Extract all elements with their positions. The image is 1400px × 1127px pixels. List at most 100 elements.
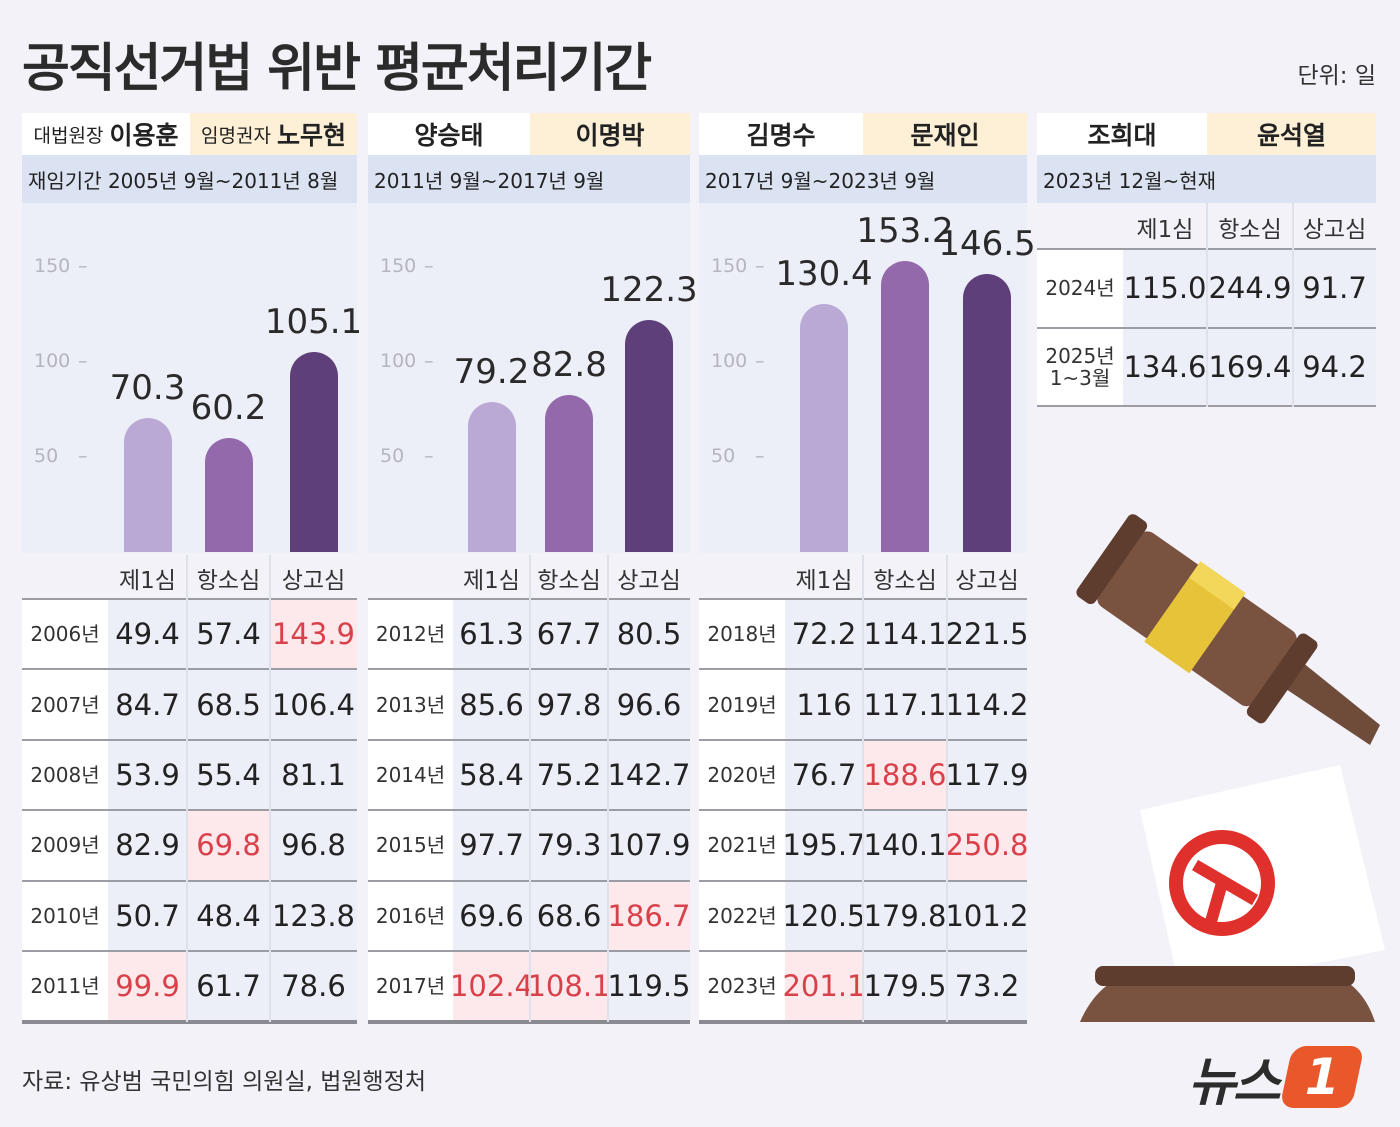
column-separator [1292, 203, 1294, 407]
data-cell: 67.7 [530, 600, 608, 669]
table-bottom-line [22, 1020, 357, 1025]
row-divider [22, 950, 357, 952]
data-cell: 53.9 [108, 740, 187, 810]
bar-value-label: 130.4 [775, 254, 873, 295]
data-cell: 143.9 [270, 600, 357, 669]
data-cell: 79.3 [530, 811, 608, 880]
bar-value-label: 146.5 [938, 223, 1036, 264]
row-year: 2024년 [1037, 250, 1123, 327]
row-year: 2011년 [22, 952, 108, 1021]
appointer-title: 임명권자 [201, 124, 271, 147]
justice-cell: 양승태 [368, 113, 530, 155]
column-separator [607, 555, 609, 1023]
column-header: 상고심 [1302, 216, 1367, 243]
page-title: 공직선거법 위반 평균처리기간 [22, 39, 652, 99]
data-cell: 84.7 [108, 670, 187, 739]
row-year: 2020년 [699, 740, 785, 810]
data-cell: 69.8 [187, 811, 270, 880]
table-bottom-line [368, 1020, 690, 1025]
bar-항소심 [204, 437, 253, 552]
data-cell: 123.8 [270, 881, 357, 950]
data-cell: 73.2 [947, 952, 1027, 1021]
data-cell: 117.9 [945, 740, 1029, 810]
data-cell: 142.7 [607, 740, 691, 810]
justice-title: 대법원장 [33, 124, 104, 147]
column-header: 상고심 [955, 567, 1019, 594]
justice-name: 김명수 [746, 121, 816, 150]
data-cell: 96.8 [270, 811, 357, 880]
appointer-name: 노무현 [276, 121, 346, 150]
y-tick-mark: – [755, 350, 765, 372]
y-tick-mark: – [78, 350, 88, 372]
bar-value-label: 122.3 [600, 269, 698, 310]
table-bottom-line [699, 1020, 1027, 1025]
data-cell: 49.4 [108, 600, 187, 669]
bar-value-label: 60.2 [190, 387, 267, 428]
row-year: 2025년 1~3월 [1037, 328, 1123, 405]
justice-name: 조희대 [1087, 121, 1157, 150]
row-year: 2022년 [699, 881, 785, 950]
y-tick-mark: – [755, 445, 765, 467]
bar-상고심 [625, 319, 673, 552]
y-tick-mark: – [755, 255, 765, 277]
data-cell: 68.6 [530, 881, 608, 950]
row-divider [22, 668, 357, 671]
row-year: 2021년 [699, 811, 785, 880]
bar-항소심 [545, 394, 593, 552]
data-cell: 244.9 [1207, 250, 1293, 327]
y-tick-mark: – [424, 350, 434, 372]
data-cell: 134.6 [1123, 328, 1207, 405]
bar-value-label: 105.1 [264, 302, 363, 343]
column-separator [862, 555, 864, 1023]
data-cell: 78.6 [270, 952, 357, 1021]
bar-value-label: 82.8 [531, 344, 607, 385]
column-header: 제1심 [119, 567, 176, 594]
y-tick-label: 50 [380, 445, 405, 467]
data-cell: 81.1 [270, 740, 357, 810]
row-year: 2008년 [22, 740, 108, 810]
row-year: 2016년 [368, 881, 453, 950]
row-year: 2017년 [368, 952, 453, 1021]
data-cell: 169.4 [1207, 328, 1293, 405]
column-header: 제1심 [795, 567, 853, 594]
term-period: 2017년 9월~2023년 9월 [699, 155, 1027, 203]
row-year: 2012년 [368, 600, 453, 669]
bar-항소심 [881, 260, 929, 552]
data-cell: 80.5 [608, 600, 690, 669]
data-cell: 120.5 [782, 881, 866, 950]
justice-cell: 김명수 [699, 113, 863, 155]
bar-value-label: 153.2 [856, 210, 954, 251]
column-separator [269, 555, 271, 1023]
column-header: 항소심 [196, 567, 261, 594]
row-year: 2023년 [699, 952, 785, 1021]
data-cell: 195.7 [782, 811, 866, 880]
column-header: 항소심 [873, 567, 937, 594]
data-cell: 85.6 [453, 670, 530, 739]
appointer-cell: 임명권자 노무현 [190, 113, 357, 155]
appointer-name: 이명박 [575, 121, 645, 150]
gavel-illustration [1076, 514, 1385, 1022]
row-divider [22, 879, 357, 882]
row-year: 2015년 [368, 811, 453, 880]
data-cell: 55.4 [187, 740, 270, 810]
y-tick-label: 150 [34, 255, 71, 277]
ballot-paper-icon [1140, 765, 1385, 990]
logo-word: 뉴스 [1188, 1052, 1281, 1113]
data-cell: 107.9 [607, 811, 691, 880]
data-cell: 99.9 [108, 952, 187, 1021]
data-cell: 179.5 [863, 952, 947, 1021]
justice-cell: 대법원장 이용훈 [22, 113, 190, 155]
data-cell: 201.1 [782, 952, 866, 1021]
column-header: 상고심 [617, 567, 681, 594]
data-cell: 94.2 [1293, 328, 1376, 405]
column-separator [529, 555, 531, 1023]
appointer-name: 문재인 [910, 121, 980, 150]
data-cell: 179.8 [863, 881, 947, 950]
y-tick-label: 100 [711, 350, 748, 372]
data-cell: 82.9 [108, 811, 187, 880]
data-cell: 76.7 [785, 740, 863, 810]
column-separator [186, 555, 188, 1023]
column-header: 항소심 [537, 567, 601, 594]
data-cell: 57.4 [187, 600, 270, 669]
data-cell: 250.8 [945, 811, 1029, 880]
